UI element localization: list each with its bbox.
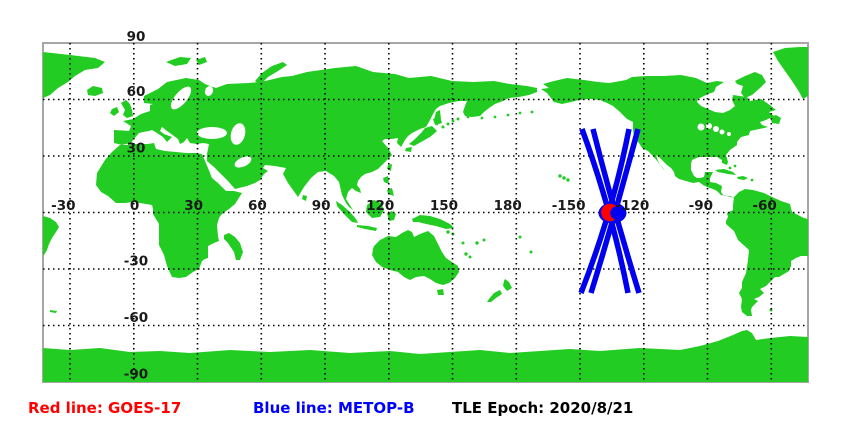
great-lake bbox=[727, 132, 731, 136]
lon-tick-label: 30 bbox=[184, 198, 203, 214]
lon-tick-label: 0 bbox=[130, 198, 139, 214]
land-ireland bbox=[110, 107, 119, 116]
caspian-sea bbox=[230, 123, 246, 145]
lon-tick-label-overlapping-marker: -120 bbox=[616, 198, 650, 214]
longitude-labels: -30 0 30 60 90 120 150 180 -150 -90 -60 bbox=[51, 198, 777, 214]
land-sri-lanka bbox=[302, 195, 307, 201]
land-south-america bbox=[726, 189, 808, 316]
land-iceland bbox=[87, 86, 103, 96]
lat-tick-label: -60 bbox=[124, 310, 148, 326]
land-africa bbox=[96, 143, 242, 278]
lat-tick-label: 90 bbox=[127, 29, 146, 45]
latitude-labels: 90 60 30 -30 -60 -90 bbox=[124, 29, 148, 383]
land-tasmania bbox=[437, 289, 444, 295]
land-baffin-island bbox=[735, 72, 766, 98]
land-nz-south bbox=[487, 290, 502, 302]
land-greenland-east bbox=[43, 52, 105, 98]
lon-tick-label: 90 bbox=[312, 198, 331, 214]
legend-goes17: Red line: GOES-17 bbox=[28, 399, 182, 417]
land-north-america bbox=[541, 75, 776, 198]
land-java bbox=[357, 225, 377, 231]
lon-tick-label: -150 bbox=[552, 198, 586, 214]
black-sea bbox=[197, 127, 227, 139]
land-kyushu bbox=[405, 147, 412, 152]
land-new-guinea bbox=[412, 215, 454, 229]
legend-tle-epoch: TLE Epoch: 2020/8/21 bbox=[452, 399, 634, 417]
white-sea bbox=[204, 86, 214, 96]
land-small-islands bbox=[441, 110, 754, 259]
land-hispaniola bbox=[737, 176, 748, 180]
landmasses bbox=[43, 47, 808, 382]
great-lake bbox=[713, 126, 719, 132]
land-borneo bbox=[366, 200, 384, 218]
lon-tick-label: 180 bbox=[494, 198, 522, 214]
land-brazil-wrap bbox=[43, 216, 59, 255]
goes17-marker bbox=[601, 203, 624, 222]
land-newfoundland bbox=[770, 115, 781, 124]
land-britain bbox=[121, 100, 133, 118]
lon-tick-label: -60 bbox=[752, 198, 776, 214]
lon-tick-label: -90 bbox=[689, 198, 713, 214]
land-taiwan bbox=[387, 164, 392, 171]
great-lake bbox=[697, 123, 705, 131]
land-south-georgia bbox=[50, 310, 57, 313]
lat-tick-label: 60 bbox=[127, 84, 146, 100]
land-australia bbox=[372, 230, 459, 285]
land-philippines bbox=[383, 176, 389, 184]
lon-tick-label: 150 bbox=[430, 198, 458, 214]
land-honshu bbox=[409, 126, 437, 146]
land-svalbard bbox=[166, 57, 191, 66]
land-antarctica bbox=[43, 330, 808, 382]
land-novaya-zemlya bbox=[255, 62, 287, 85]
legend: Red line: GOES-17 Blue line: METOP-B TLE… bbox=[0, 399, 850, 421]
land-sakhalin bbox=[434, 110, 441, 126]
lat-tick-label: 30 bbox=[127, 141, 146, 157]
persian-gulf bbox=[234, 156, 252, 168]
land-svalbard-2 bbox=[196, 57, 207, 65]
inland-seas bbox=[170, 86, 731, 168]
graticule-grid bbox=[43, 43, 808, 382]
legend-metopb: Blue line: METOP-B bbox=[253, 399, 415, 417]
land-cuba bbox=[715, 169, 736, 175]
lat-tick-label: -30 bbox=[124, 254, 148, 270]
land-madagascar bbox=[224, 233, 243, 260]
land-sumatra bbox=[336, 201, 358, 223]
lat-tick-label: -90 bbox=[124, 367, 148, 383]
lon-tick-label: 120 bbox=[366, 198, 394, 214]
great-lake bbox=[719, 129, 725, 135]
metopb-overlap-dot bbox=[610, 206, 624, 220]
lon-tick-label: -30 bbox=[51, 198, 75, 214]
land-nz-north bbox=[503, 279, 512, 291]
land-greenland-west bbox=[773, 47, 808, 99]
lon-tick-label: 60 bbox=[248, 198, 267, 214]
baltic-sea bbox=[170, 86, 192, 110]
